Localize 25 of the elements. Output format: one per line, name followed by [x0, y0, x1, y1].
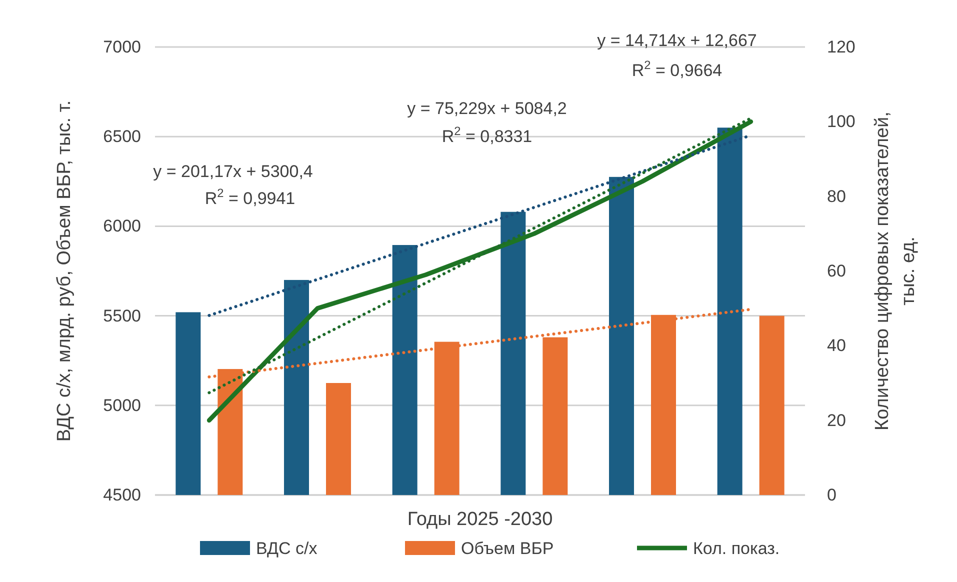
- y-tick-label: 5500: [103, 306, 141, 326]
- y2-tick-label: 40: [827, 336, 846, 356]
- y-tick-label: 4500: [103, 485, 141, 504]
- y2-tick-label: 120: [827, 37, 856, 56]
- legend-label: ВДС с/х: [256, 539, 318, 558]
- annotation: R$^{2}$ = 0,8331: [442, 124, 532, 146]
- annotation: y = 14,714x + 12,667: [597, 31, 757, 50]
- annotation: y = 75,229x + 5084,2: [407, 99, 567, 118]
- legend-label: Кол. показ.: [693, 539, 780, 558]
- annotation: y = 201,17x + 5300,4: [153, 162, 313, 181]
- y-tick-label: 6500: [103, 127, 141, 146]
- legend-label: Объем ВБР: [461, 539, 554, 558]
- y2-axis-title: Количество цифровых показателей, тыс. ед.: [872, 112, 919, 430]
- y-tick-label: 5000: [103, 396, 141, 415]
- y2-tick-label: 80: [827, 186, 846, 206]
- y2-tick-label: 20: [827, 410, 846, 430]
- y-tick-label: 7000: [103, 37, 141, 56]
- y-tick-label: 6000: [103, 216, 141, 236]
- x-axis-title: Годы 2025 -2030: [407, 509, 553, 530]
- y2-tick-label: 0: [827, 485, 836, 504]
- annotation: R$^{2}$ = 0,9664: [632, 58, 722, 80]
- y2-tick-label: 60: [827, 261, 846, 280]
- y-axis-title: ВДС с/х, млрд. руб, Объем ВБР, тыс. т.: [54, 100, 75, 442]
- annotation: R$^{2}$ = 0,9941: [204, 186, 296, 208]
- y2-tick-label: 100: [827, 112, 856, 132]
